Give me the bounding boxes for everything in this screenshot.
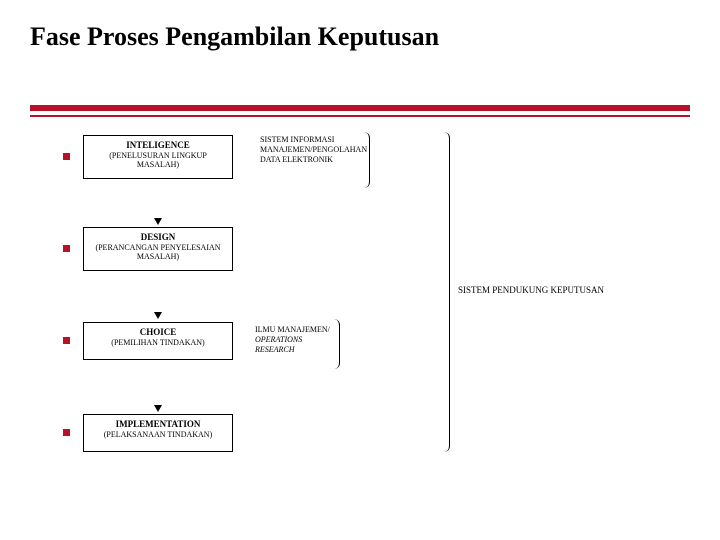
phase-box-2: CHOICE(PEMILIHAN TINDAKAN) [83, 322, 233, 360]
phase-subtitle: (PELAKSANAAN TINDAKAN) [90, 430, 226, 440]
bullet-marker [63, 337, 70, 344]
side-label-choice: ILMU MANAJEMEN/OPERATIONSRESEARCH [255, 325, 330, 355]
right-summary-label: SISTEM PENDUKUNG KEPUTUSAN [458, 285, 604, 295]
brace-choice [330, 319, 340, 369]
bullet-marker [63, 153, 70, 160]
divider-thick [30, 105, 690, 111]
phase-subtitle: (PEMILIHAN TINDAKAN) [90, 338, 226, 348]
side-line: MANAJEMEN/PENGOLAHAN [260, 145, 367, 155]
arrow-down-icon [154, 312, 162, 319]
arrow-down-icon [154, 218, 162, 225]
side-line: ILMU MANAJEMEN/ [255, 325, 330, 335]
arrow-down-icon [154, 405, 162, 412]
phase-box-3: IMPLEMENTATION(PELAKSANAAN TINDAKAN) [83, 414, 233, 452]
side-label-top: SISTEM INFORMASIMANAJEMEN/PENGOLAHANDATA… [260, 135, 367, 165]
phase-subtitle: (PERANCANGAN PENYELESAIAN MASALAH) [90, 243, 226, 262]
side-line: OPERATIONS [255, 335, 330, 345]
page-title: Fase Proses Pengambilan Keputusan [30, 22, 439, 52]
brace-outer [440, 132, 450, 452]
phase-box-1: DESIGN(PERANCANGAN PENYELESAIAN MASALAH) [83, 227, 233, 271]
phase-title: DESIGN [90, 232, 226, 243]
side-line: SISTEM INFORMASI [260, 135, 367, 145]
phase-title: CHOICE [90, 327, 226, 338]
phase-title: IMPLEMENTATION [90, 419, 226, 430]
brace-top [360, 132, 370, 188]
phase-box-0: INTELIGENCE(PENELUSURAN LINGKUP MASALAH) [83, 135, 233, 179]
side-line: DATA ELEKTRONIK [260, 155, 367, 165]
divider-thin [30, 115, 690, 117]
phase-title: INTELIGENCE [90, 140, 226, 151]
slide: Fase Proses Pengambilan Keputusan INTELI… [0, 0, 720, 540]
bullet-marker [63, 429, 70, 436]
bullet-marker [63, 245, 70, 252]
side-line: RESEARCH [255, 345, 330, 355]
phase-subtitle: (PENELUSURAN LINGKUP MASALAH) [90, 151, 226, 170]
